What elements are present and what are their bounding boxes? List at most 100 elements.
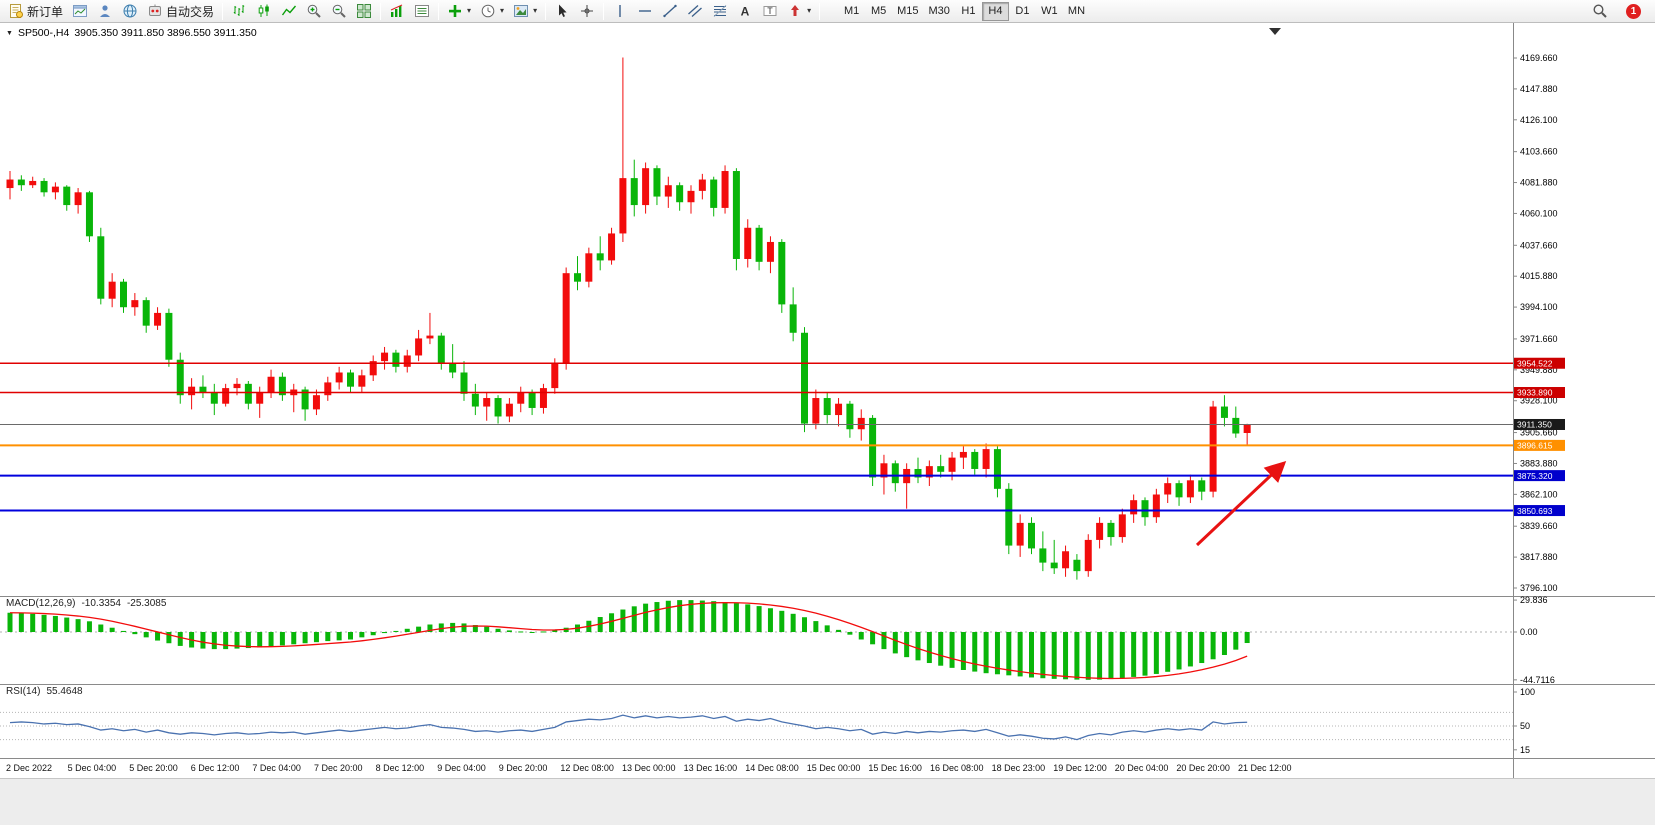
zoom-in-button[interactable] [302,1,326,21]
candle-body [1175,483,1183,498]
candle-body [437,335,445,363]
candle-body [539,388,547,408]
rsi-name: RSI(14) [6,686,41,697]
timeframe-group: M1 M5 M15 M30 H1 H4 D1 W1 MN [838,1,1090,21]
candle-body [403,355,411,367]
macd-histogram-bar [711,601,717,632]
auto-trading-button[interactable]: 自动交易 [143,1,218,21]
rsi-panel-canvas[interactable]: 100 50 15 [0,684,1655,758]
crosshair-tool-button[interactable] [575,1,599,21]
crosshair-icon [579,3,595,19]
macd-histogram-bar [756,606,762,632]
price-line-badge-label: 3896.615 [1517,441,1553,451]
macd-histogram-bar [858,632,864,640]
candle-body [1186,480,1194,498]
macd-histogram-bar [1187,632,1193,667]
macd-histogram-bar [223,632,229,650]
time-axis[interactable]: 2 Dec 2022 5 Dec 04:00 5 Dec 20:00 6 Dec 12… [0,758,1655,778]
arrows-dropdown[interactable]: ▾ [783,1,815,21]
channel-tool-button[interactable] [683,1,707,21]
profiles-button[interactable] [68,1,92,21]
candle-body [381,352,389,362]
timeframe-button-w1[interactable]: W1 [1036,2,1063,21]
fibonacci-tool-button[interactable] [708,1,732,21]
macd-histogram-bar [75,619,81,632]
chart-shift-marker-icon[interactable] [1269,28,1281,35]
new-chart-dropdown[interactable]: ▾ [443,1,475,21]
symbol-dropdown-icon[interactable]: ▼ [6,29,13,37]
navigator-button[interactable] [118,1,142,21]
time-axis-label: 15 Dec 00:00 [806,763,861,773]
macd-histogram-bar [677,600,683,632]
candle-body [1141,500,1149,518]
macd-histogram-bar [461,623,467,632]
market-watch-button[interactable] [93,1,117,21]
time-axis-label: 7 Dec 20:00 [314,763,363,773]
price-axis-tick: 3971.660 [1520,334,1558,344]
timeframe-button-mn[interactable]: MN [1063,2,1090,21]
text-tool-button[interactable]: A [733,1,757,21]
macd-histogram-bar [1233,632,1239,650]
price-chart-canvas[interactable]: 4169.660 4147.880 4126.100 4103.660 4081.880… [0,23,1655,596]
candle-body [267,376,275,393]
trendline-tool-button[interactable] [658,1,682,21]
template-picture-icon [513,3,529,19]
time-axis-label: 2 Dec 2022 [6,763,53,773]
chevron-down-icon: ▾ [467,6,472,15]
candle-body [324,382,332,396]
bar-chart-button[interactable] [227,1,251,21]
macd-histogram-bar [824,625,830,632]
trend-arrow-annotation[interactable] [1195,460,1287,547]
macd-histogram-bar [86,621,92,632]
macd-histogram-bar [370,632,376,636]
zoom-out-button[interactable] [327,1,351,21]
macd-histogram-bar [802,617,807,632]
candle-body [710,179,718,208]
timeframe-button-h1[interactable]: H1 [955,2,982,21]
timeframe-button-d1[interactable]: D1 [1009,2,1036,21]
period-dropdown[interactable]: ▾ [476,1,508,21]
search-button[interactable] [1588,1,1612,21]
new-order-icon [8,3,24,19]
candle-body [517,392,525,404]
timeframe-button-h4[interactable]: H4 [981,1,1009,21]
macd-histogram-bar [1006,632,1012,676]
horizontal-line-tool-button[interactable] [633,1,657,21]
candle-body [176,359,184,396]
label-tool-button[interactable]: T [758,1,782,21]
macd-histogram-bar [994,632,1000,675]
candle-body [993,449,1001,489]
cursor-tool-button[interactable] [550,1,574,21]
timeframe-button-m30[interactable]: M30 [924,2,955,21]
candle-body [256,392,264,404]
notification-badge[interactable]: 1 [1626,3,1641,19]
auto-trading-label: 自动交易 [166,4,215,19]
indicator-list-button[interactable] [410,1,434,21]
vertical-line-tool-button[interactable] [608,1,632,21]
macd-histogram-bar [518,631,524,633]
macd-histogram-bar [268,632,274,647]
line-chart-button[interactable] [277,1,301,21]
candlestick-chart-button[interactable] [252,1,276,21]
candle-body [891,463,899,484]
macd-panel-canvas[interactable]: 29.836 0.00 -44.7116 [0,596,1655,684]
toolbar-separator [819,2,821,20]
tile-windows-button[interactable] [352,1,376,21]
candle-body [823,398,831,416]
template-dropdown[interactable]: ▾ [509,1,541,21]
indicators-button[interactable] [385,1,409,21]
candle-body [687,190,695,203]
candle-body [766,241,774,262]
candle-body [120,281,127,308]
candle-body [1028,522,1035,549]
market-watch-icon [97,3,113,19]
macd-histogram-bar [745,604,751,632]
new-order-button[interactable]: 新订单 [4,1,67,21]
macd-histogram-bar [211,632,217,650]
macd-histogram-bar [529,632,535,633]
candle-body [1232,417,1240,434]
timeframe-button-m1[interactable]: M1 [838,2,865,21]
timeframe-button-m5[interactable]: M5 [865,2,892,21]
timeframe-button-m15[interactable]: M15 [892,2,923,21]
macd-histogram-bar [359,632,365,638]
